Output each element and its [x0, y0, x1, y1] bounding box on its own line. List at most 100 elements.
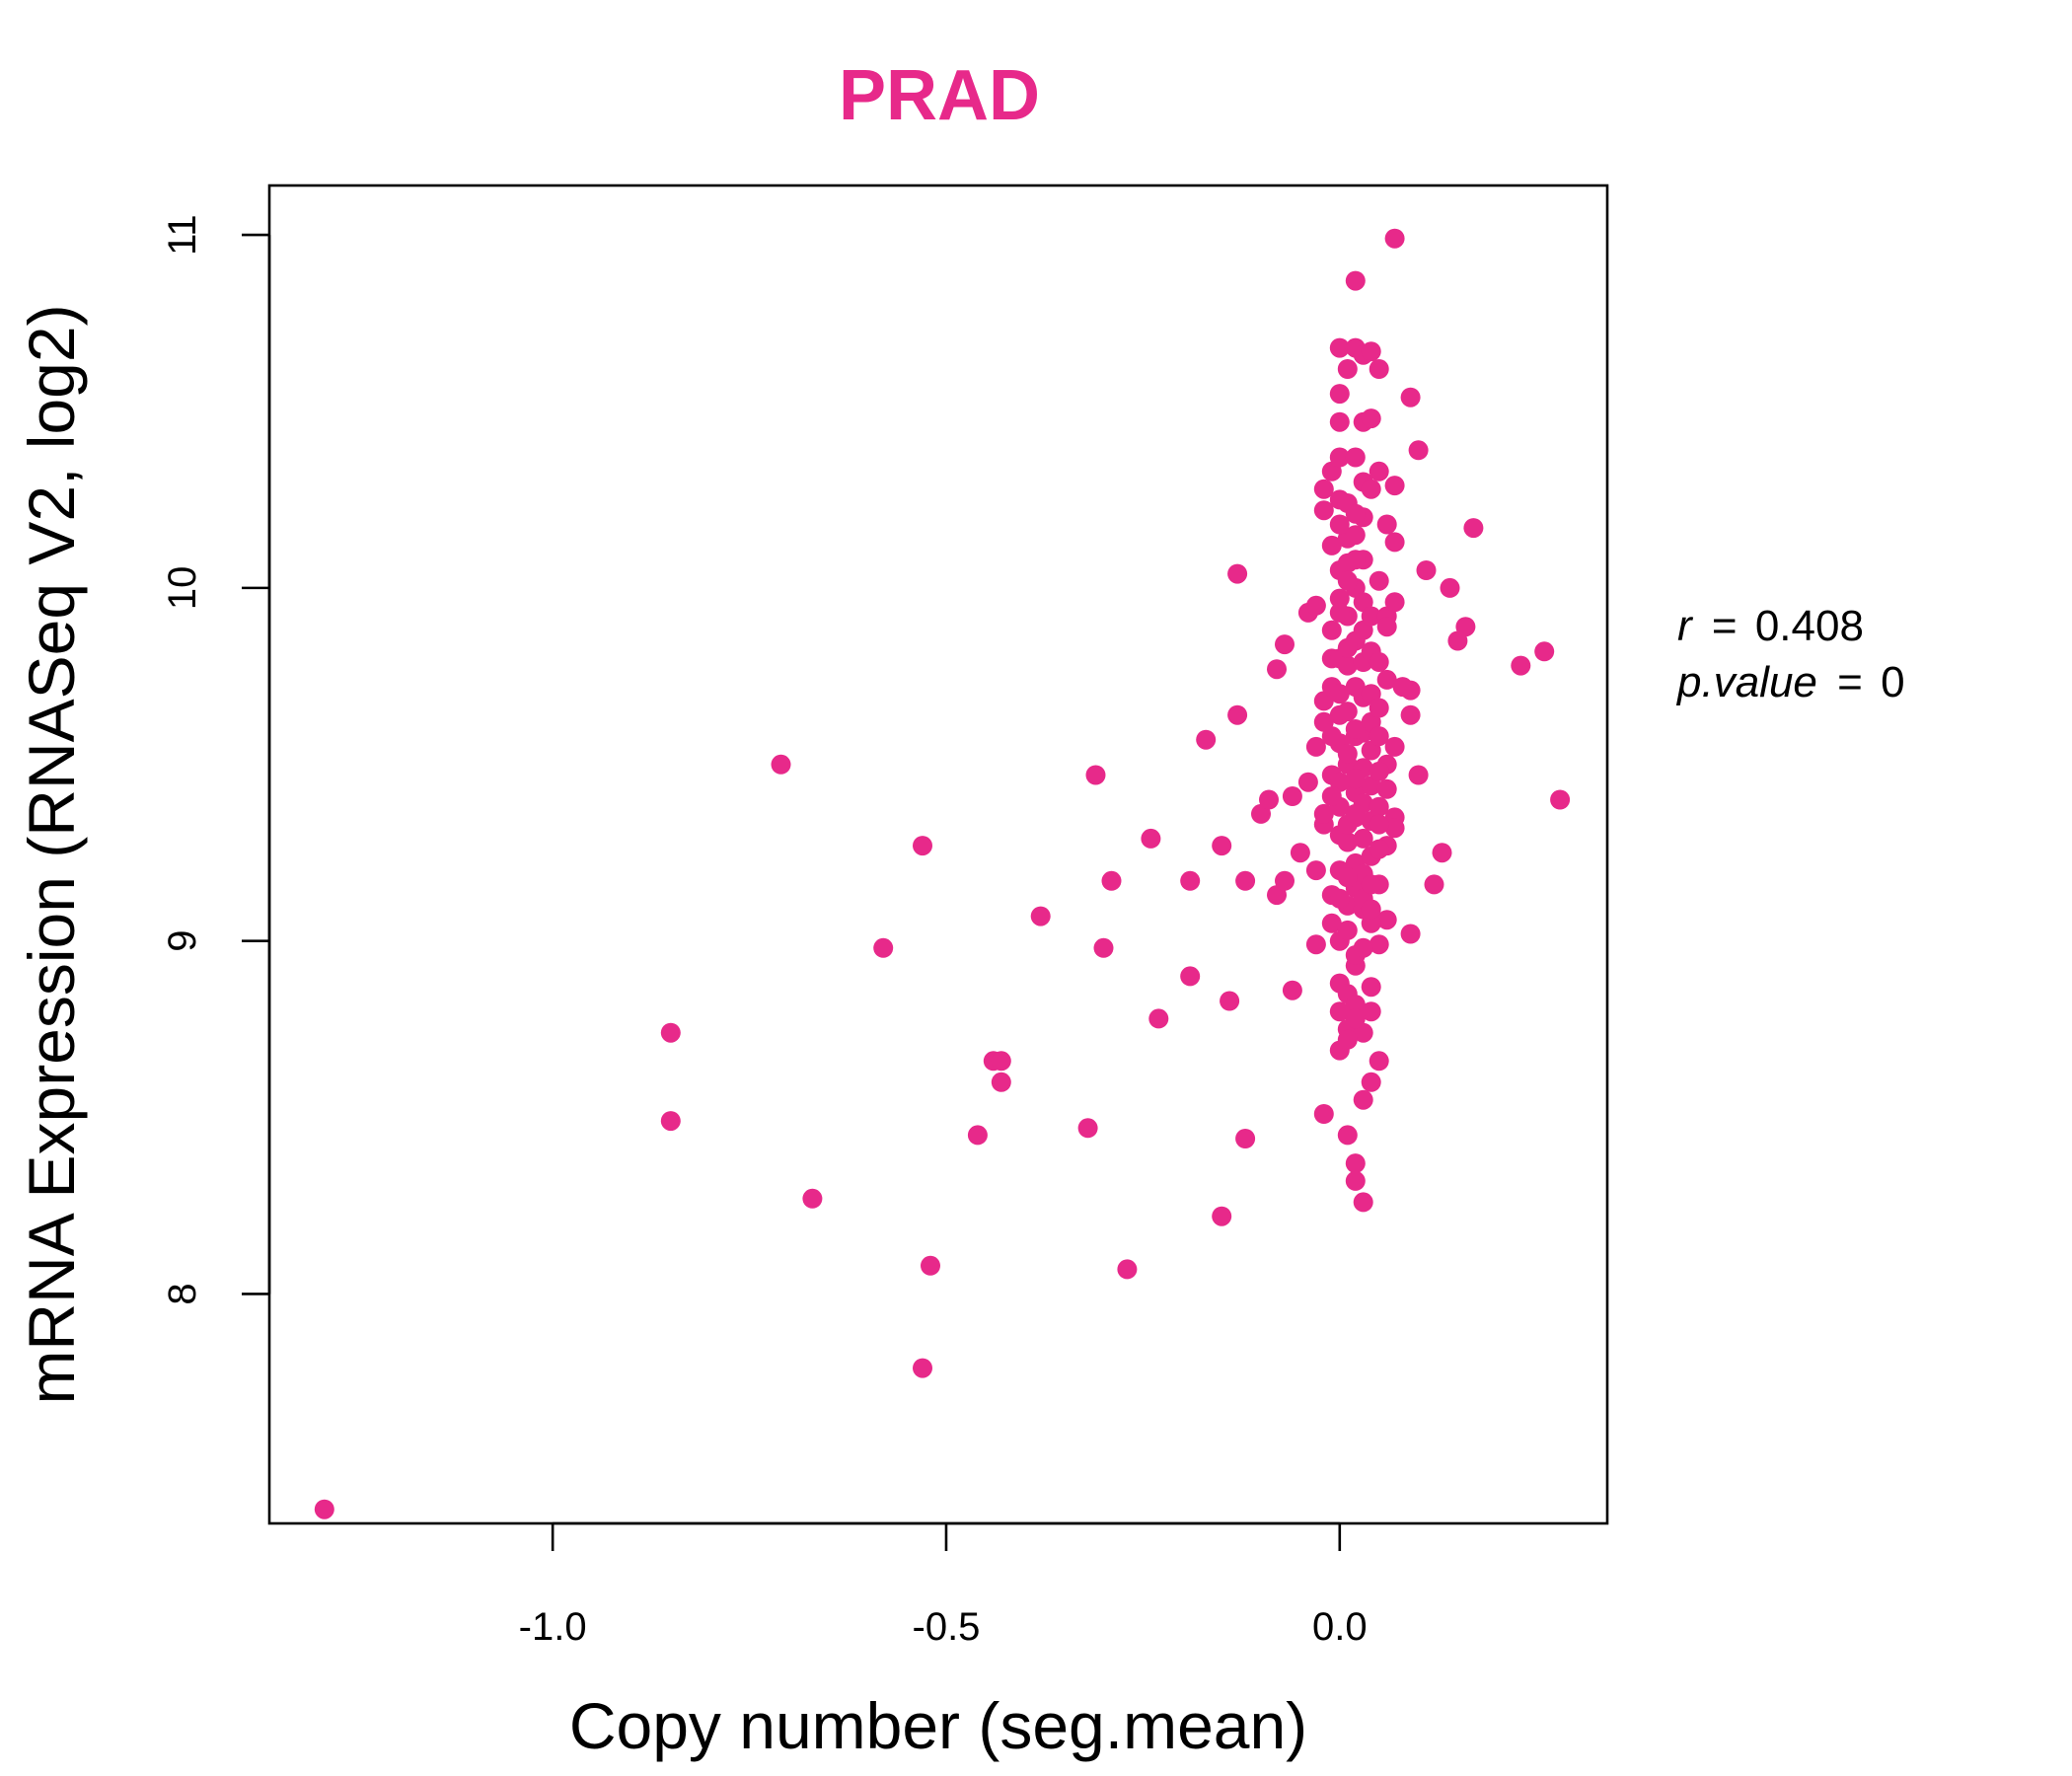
data-point [1345, 525, 1366, 546]
data-point [1361, 1072, 1381, 1092]
data-point [1305, 595, 1326, 616]
y-tick-label: 10 [161, 566, 204, 611]
data-point [1432, 843, 1452, 863]
data-point [1447, 630, 1468, 651]
data-point [1313, 711, 1334, 732]
data-point [1369, 814, 1389, 835]
data-point [1337, 1125, 1358, 1146]
data-point [1361, 913, 1381, 933]
data-point [1345, 550, 1366, 570]
data-point [1511, 655, 1531, 676]
x-axis: -1.0 -0.5 0.0 [519, 1521, 1368, 1649]
data-point [1227, 704, 1248, 725]
data-point [1353, 1192, 1373, 1213]
data-point [1329, 337, 1350, 358]
r-equals: = [1712, 602, 1738, 650]
data-point [1384, 476, 1405, 496]
data-point [1305, 736, 1326, 757]
data-point [1329, 384, 1350, 405]
data-point [1361, 899, 1381, 920]
r-stat: r = 0.408 [1677, 602, 1864, 650]
data-point [1345, 803, 1366, 824]
data-point [1148, 1008, 1169, 1029]
data-point [1227, 563, 1248, 584]
y-axis: 8 9 10 11 [161, 214, 271, 1305]
data-point [1345, 270, 1366, 291]
data-point [1329, 684, 1350, 704]
data-point [1369, 698, 1389, 718]
x-tick-label: -1.0 [519, 1605, 587, 1649]
x-tick-label: 0.0 [1312, 1605, 1368, 1649]
data-point [1337, 744, 1358, 764]
data-point [1361, 606, 1381, 627]
data-point [1369, 359, 1389, 379]
p-equals: = [1837, 658, 1863, 706]
data-point [1030, 906, 1051, 926]
data-point [1117, 1259, 1138, 1280]
data-point [1400, 924, 1421, 944]
data-point [1337, 702, 1358, 722]
data-point [1235, 870, 1256, 891]
data-point [1345, 447, 1366, 468]
data-point [1297, 772, 1318, 792]
data-point [660, 1022, 681, 1043]
data-point [921, 1255, 940, 1276]
data-point [1093, 937, 1114, 958]
data-point [1337, 832, 1358, 852]
data-point [1321, 786, 1342, 806]
data-point [1376, 617, 1397, 637]
data-point [1337, 570, 1358, 591]
data-point [1369, 1051, 1389, 1072]
data-point [1313, 479, 1334, 499]
data-point [1329, 602, 1350, 623]
data-point [991, 1072, 1011, 1092]
data-point [1321, 535, 1342, 555]
data-point [1141, 828, 1161, 849]
data-point [1424, 874, 1444, 895]
data-point [1361, 1001, 1381, 1022]
data-point [1345, 719, 1366, 739]
data-point [1376, 910, 1397, 930]
data-point [1369, 934, 1389, 955]
data-point [1329, 1001, 1350, 1022]
data-point [1376, 778, 1397, 799]
data-point [1290, 843, 1310, 863]
data-point [1369, 761, 1389, 781]
x-tick-label: -0.5 [913, 1605, 981, 1649]
data-point [1337, 359, 1358, 379]
data-point [1369, 570, 1389, 591]
data-point [1400, 704, 1421, 725]
points-layer [314, 228, 1571, 1519]
data-point [1392, 677, 1413, 698]
data-point [1361, 977, 1381, 998]
data-point [1463, 518, 1484, 539]
data-point [1384, 736, 1405, 757]
data-point [1400, 387, 1421, 407]
data-point [1085, 765, 1106, 785]
data-point [1369, 796, 1389, 817]
data-point [1384, 532, 1405, 553]
r-value: 0.408 [1755, 602, 1864, 650]
data-point [1313, 1104, 1334, 1124]
p-stat: p.value = 0 [1675, 658, 1905, 706]
data-point [1313, 500, 1334, 521]
data-point [1196, 729, 1217, 750]
data-point [1220, 991, 1240, 1011]
data-point [1275, 870, 1295, 891]
data-point [1212, 836, 1232, 856]
data-point [967, 1125, 988, 1146]
data-point [1321, 620, 1342, 640]
data-point [913, 1358, 932, 1378]
data-point [1361, 874, 1381, 895]
data-point [1077, 1118, 1098, 1139]
data-point [1376, 669, 1397, 690]
data-point [1267, 659, 1287, 680]
data-point [1353, 937, 1373, 958]
data-point [1416, 560, 1437, 580]
data-point [913, 836, 932, 856]
data-point [1550, 789, 1571, 810]
data-point [1305, 934, 1326, 955]
data-point [1275, 634, 1295, 655]
p-value: 0 [1881, 658, 1904, 706]
